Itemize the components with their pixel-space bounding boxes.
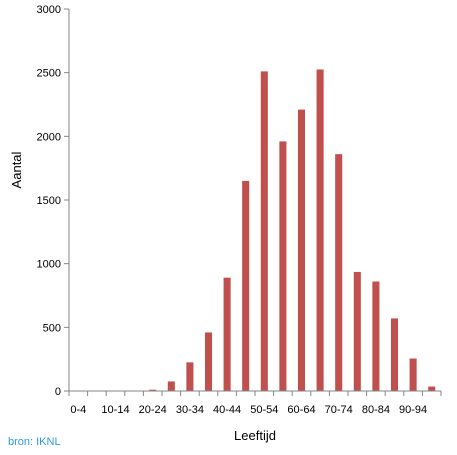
y-tick-label: 2000 xyxy=(37,131,61,143)
x-tick-label: 80-84 xyxy=(362,404,390,416)
y-tick-label: 3000 xyxy=(37,4,61,16)
bars xyxy=(111,69,436,392)
x-tick-label: 20-24 xyxy=(139,404,167,416)
x-axis-ticks: 0-4 10-14 20-24 30-34 40-44 50-54 60-64 70-74 80… xyxy=(68,391,442,416)
bar-80-84 xyxy=(372,281,380,391)
bar-60-64 xyxy=(297,109,306,392)
x-tick-label: 10-14 xyxy=(101,404,129,416)
x-tick-label: 90-94 xyxy=(399,404,427,416)
bar-40-44 xyxy=(223,277,231,391)
source-note: bron: IKNL xyxy=(8,436,61,448)
bar-35-39 xyxy=(204,332,213,391)
bar-70-74 xyxy=(335,154,343,391)
bar-75-79 xyxy=(353,271,361,391)
x-tick-label: 40-44 xyxy=(213,404,241,416)
y-axis-ticks: 0 500 1000 1500 2000 2500 3000 xyxy=(37,4,69,398)
y-tick-label: 1500 xyxy=(37,195,61,207)
bar-95+ xyxy=(428,386,436,391)
bar-90-94 xyxy=(409,358,417,391)
bar-20-24 xyxy=(149,389,157,391)
bar-25-29 xyxy=(167,381,175,391)
y-tick-label: 0 xyxy=(55,386,61,398)
bar-55-59 xyxy=(279,141,287,391)
x-axis-label: Leeftijd xyxy=(234,428,276,443)
x-tick-label: 0-4 xyxy=(70,404,86,416)
bar-30-34 xyxy=(186,362,194,391)
x-tick-label: 70-74 xyxy=(325,404,353,416)
y-tick-label: 500 xyxy=(43,322,61,334)
x-tick-label: 60-64 xyxy=(287,404,315,416)
y-tick-label: 2500 xyxy=(37,68,61,80)
bar-85-89 xyxy=(390,318,399,391)
bar-65-69 xyxy=(316,69,324,391)
bar-50-54 xyxy=(260,71,268,391)
y-tick-label: 1000 xyxy=(37,259,61,271)
y-axis-label: Aantal xyxy=(9,151,24,188)
x-tick-label: 30-34 xyxy=(176,404,204,416)
bar-45-49 xyxy=(242,180,250,391)
x-tick-label: 50-54 xyxy=(250,404,278,416)
